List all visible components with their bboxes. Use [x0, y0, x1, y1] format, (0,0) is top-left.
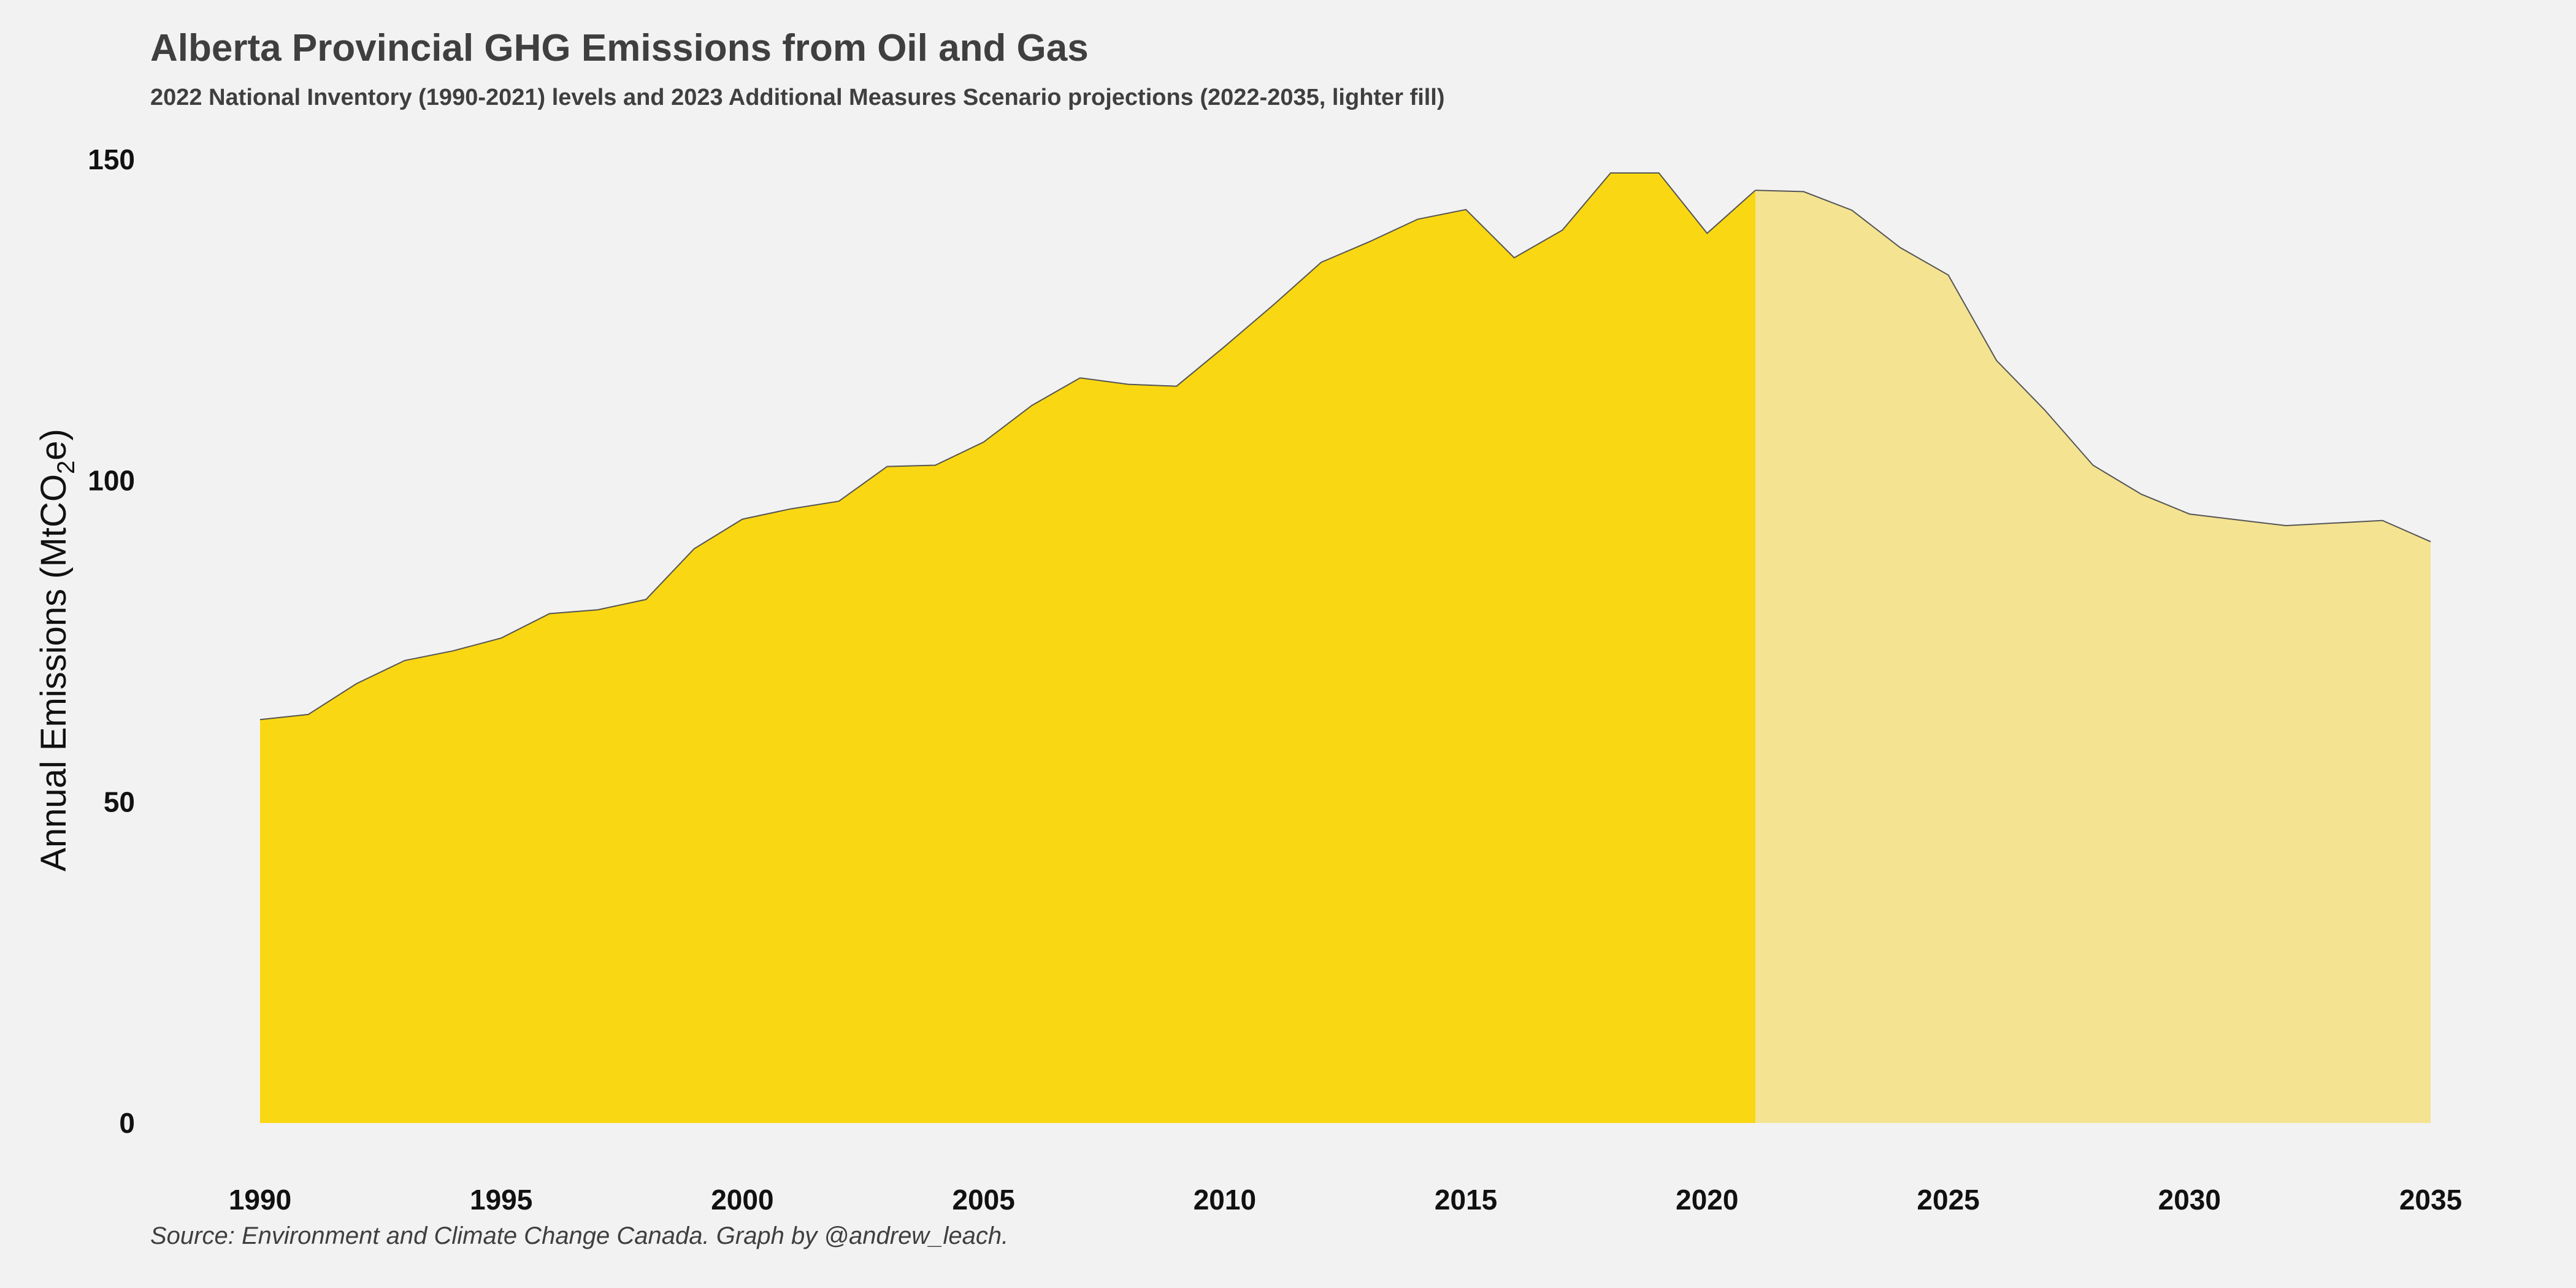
y-tick-label-50: 50 — [104, 786, 135, 818]
x-tick-label-2035: 2035 — [2399, 1184, 2462, 1216]
chart-title: Alberta Provincial GHG Emissions from Oi… — [150, 27, 1089, 69]
x-tick-label-2015: 2015 — [1435, 1184, 1497, 1216]
y-axis-title-subscript: 2 — [53, 461, 80, 474]
y-axis-ticks: 0 50 100 150 — [88, 144, 135, 1139]
x-tick-label-2030: 2030 — [2158, 1184, 2221, 1216]
x-tick-label-2010: 2010 — [1194, 1184, 1256, 1216]
y-tick-label-0: 0 — [119, 1107, 135, 1139]
historical-area-outline — [259, 172, 1756, 721]
x-axis-ticks: 1990 1995 2000 2005 2010 2015 2020 2025 2030 2035 — [229, 1184, 2462, 1216]
area-layer — [259, 172, 2431, 1123]
x-tick-label-1995: 1995 — [470, 1184, 532, 1216]
projection-area-outline — [1755, 190, 2431, 543]
chart-caption: Source: Environment and Climate Change C… — [150, 1222, 1009, 1249]
x-tick-label-2005: 2005 — [953, 1184, 1015, 1216]
y-axis-title: Annual Emissions (MtCO2e) — [34, 429, 80, 872]
x-tick-label-1990: 1990 — [229, 1184, 291, 1216]
x-tick-label-2025: 2025 — [1917, 1184, 1979, 1216]
x-tick-label-2020: 2020 — [1676, 1184, 1738, 1216]
y-tick-label-100: 100 — [88, 465, 135, 497]
projection-area — [1755, 190, 2431, 1123]
y-axis-title-end: e) — [34, 429, 74, 461]
historical-area — [260, 173, 1755, 1123]
y-axis-title-main: Annual Emissions (MtCO — [34, 474, 74, 872]
y-tick-label-150: 150 — [88, 144, 135, 175]
x-tick-label-2000: 2000 — [711, 1184, 773, 1216]
chart-subtitle: 2022 National Inventory (1990-2021) leve… — [150, 85, 1445, 110]
